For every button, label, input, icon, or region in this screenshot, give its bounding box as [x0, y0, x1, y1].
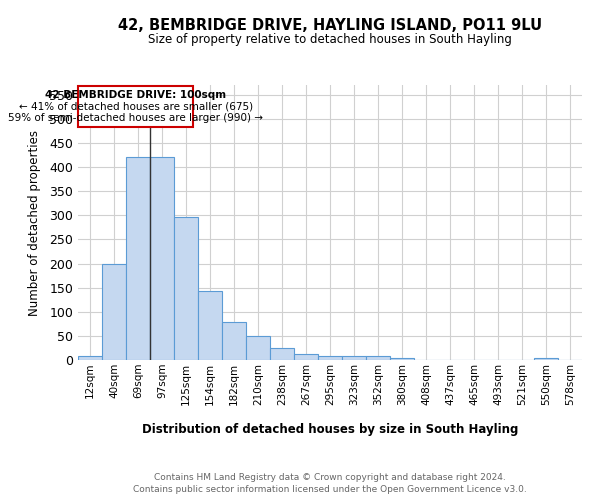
Text: 42, BEMBRIDGE DRIVE, HAYLING ISLAND, PO11 9LU: 42, BEMBRIDGE DRIVE, HAYLING ISLAND, PO1…	[118, 18, 542, 32]
Bar	[534, 358, 558, 360]
Bar	[318, 356, 342, 360]
Bar	[78, 356, 102, 360]
Bar	[126, 158, 150, 360]
Text: ← 41% of detached houses are smaller (675): ← 41% of detached houses are smaller (67…	[19, 102, 253, 112]
Bar	[198, 291, 222, 360]
Bar	[102, 264, 126, 360]
Y-axis label: Number of detached properties: Number of detached properties	[28, 130, 41, 316]
Text: 59% of semi-detached houses are larger (990) →: 59% of semi-detached houses are larger (…	[8, 113, 263, 123]
Bar	[294, 354, 318, 360]
Bar	[78, 86, 193, 127]
Bar	[270, 348, 294, 360]
Text: Contains public sector information licensed under the Open Government Licence v3: Contains public sector information licen…	[133, 485, 527, 494]
Bar	[246, 336, 270, 360]
Text: Distribution of detached houses by size in South Hayling: Distribution of detached houses by size …	[142, 422, 518, 436]
Text: 42 BEMBRIDGE DRIVE: 100sqm: 42 BEMBRIDGE DRIVE: 100sqm	[45, 90, 226, 101]
Bar	[366, 356, 390, 360]
Bar	[342, 356, 366, 360]
Bar	[390, 358, 414, 360]
Bar	[222, 322, 246, 360]
Bar	[174, 216, 198, 360]
Text: Contains HM Land Registry data © Crown copyright and database right 2024.: Contains HM Land Registry data © Crown c…	[154, 472, 506, 482]
Text: Size of property relative to detached houses in South Hayling: Size of property relative to detached ho…	[148, 32, 512, 46]
Bar	[150, 158, 174, 360]
